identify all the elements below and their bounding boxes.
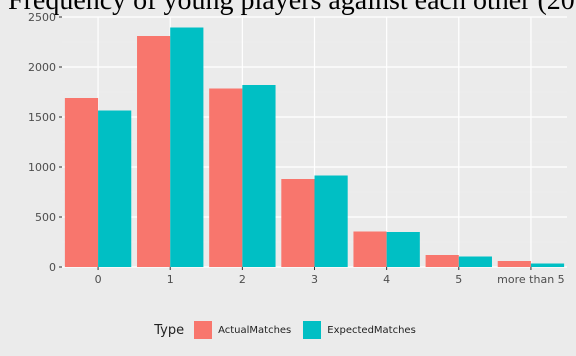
bar-actual-4 [353, 231, 387, 267]
x-tick-label: 0 [95, 273, 102, 286]
legend-label-actual: ActualMatches [218, 324, 292, 336]
x-axis: 0 1 2 3 4 5 more than 5 [95, 267, 565, 286]
y-tick-label: 1500 [28, 111, 56, 124]
y-axis: 0 500 1000 1500 2000 2500 [28, 11, 62, 274]
y-tick-label: 1000 [28, 161, 56, 174]
bar-actual-6 [497, 261, 531, 267]
legend: Type ActualMatches ExpectedMatches [0, 318, 576, 342]
x-tick-label: 5 [455, 273, 462, 286]
bar-actual-2 [209, 88, 243, 267]
bar-expected-2 [242, 85, 276, 267]
y-tick-label: 2000 [28, 61, 56, 74]
bar-expected-5 [458, 256, 492, 267]
bar-expected-6 [530, 263, 565, 267]
bar-expected-3 [314, 175, 348, 267]
bar-expected-0 [98, 110, 132, 267]
legend-label-expected: ExpectedMatches [327, 324, 416, 336]
legend-key-actual [194, 321, 213, 339]
y-tick-label: 0 [49, 261, 56, 274]
x-tick-label: 4 [383, 273, 390, 286]
x-tick-label: 3 [311, 273, 318, 286]
legend-title: Type [154, 322, 185, 338]
bar-actual-5 [425, 255, 459, 267]
x-tick-label: more than 5 [497, 273, 564, 286]
x-tick-label: 1 [167, 273, 174, 286]
x-tick-label: 2 [239, 273, 246, 286]
bar-expected-1 [170, 27, 204, 267]
legend-key-expected [303, 321, 322, 339]
bars [64, 27, 565, 267]
y-tick-label: 2500 [28, 11, 56, 24]
bar-chart: 0 500 1000 1500 2000 2500 0 1 2 3 4 5 more than 5 [28, 11, 567, 286]
chart-title: Frequency of young players against each … [8, 0, 576, 16]
bar-expected-4 [386, 232, 420, 267]
bar-actual-3 [281, 179, 315, 267]
bar-actual-1 [137, 36, 171, 267]
bar-actual-0 [64, 98, 99, 267]
y-tick-label: 500 [35, 211, 56, 224]
